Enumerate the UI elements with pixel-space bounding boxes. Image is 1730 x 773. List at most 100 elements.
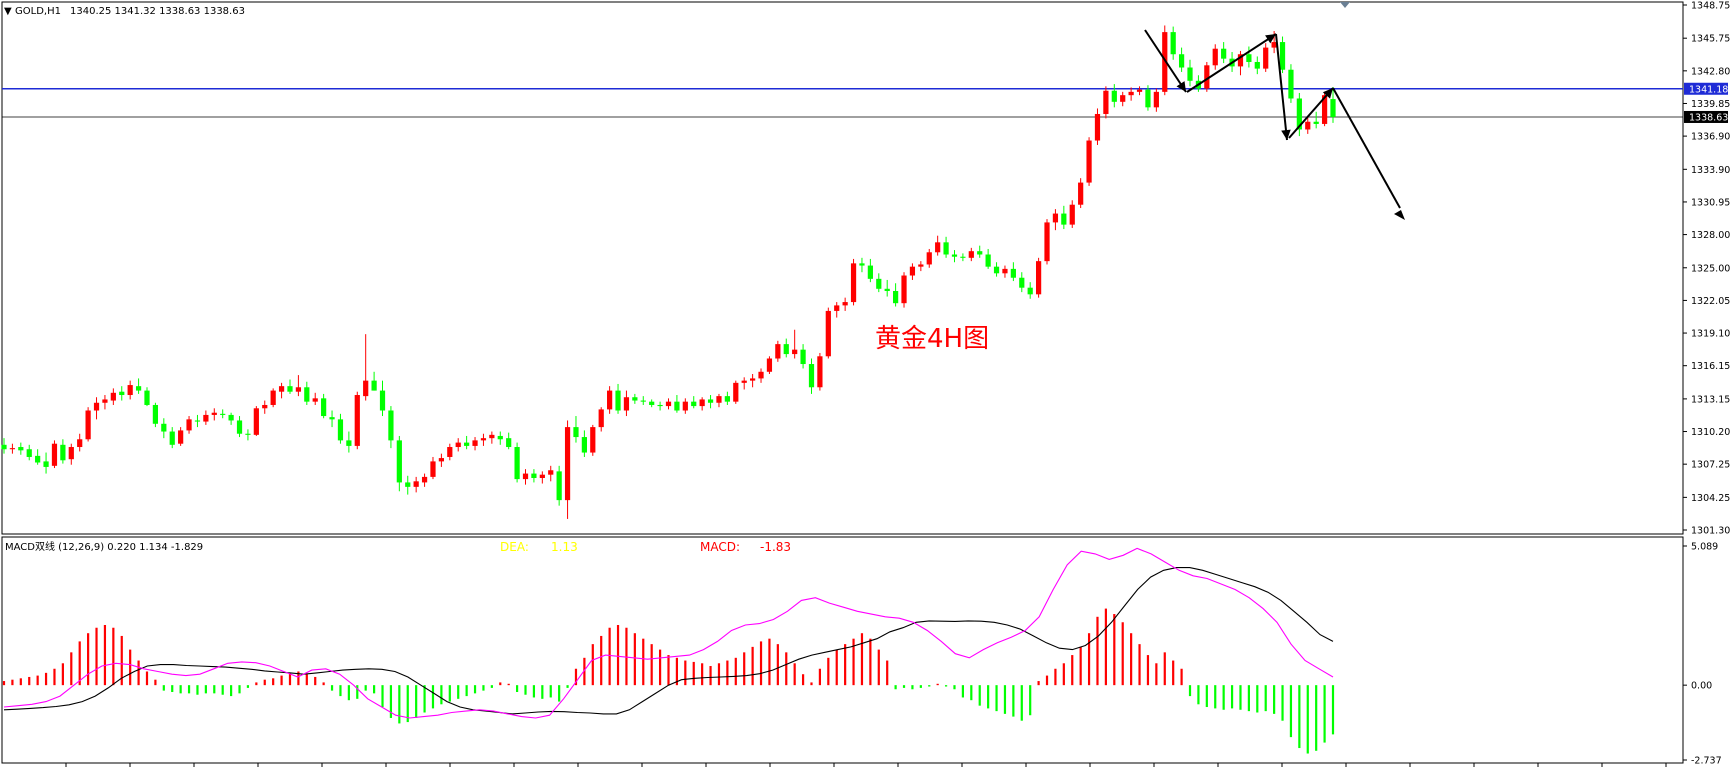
macd-histogram-bar bbox=[1029, 685, 1032, 716]
candle-body bbox=[1279, 42, 1286, 70]
macd-histogram-bar bbox=[667, 655, 670, 686]
candle-body bbox=[506, 438, 512, 448]
annotation-arrow bbox=[1275, 33, 1288, 141]
candle-body bbox=[834, 305, 840, 311]
macd-histogram-bar bbox=[19, 678, 22, 686]
scroll-marker-icon bbox=[1340, 2, 1350, 8]
ohlc-readout: 1340.25 1341.32 1338.63 1338.63 bbox=[70, 6, 245, 17]
candle-body bbox=[295, 387, 302, 392]
macd-histogram-bar bbox=[869, 638, 872, 686]
macd-histogram-bar bbox=[1037, 681, 1040, 686]
macd-histogram-bar bbox=[1087, 633, 1091, 686]
candle-body bbox=[741, 380, 747, 383]
candle-body bbox=[464, 442, 470, 446]
macd-histogram-bar bbox=[1273, 685, 1276, 714]
candle-body bbox=[993, 266, 1000, 274]
macd-value: -1.83 bbox=[760, 540, 791, 554]
macd-histogram-bar bbox=[768, 638, 771, 686]
macd-histogram-bar bbox=[877, 649, 880, 686]
macd-histogram-bar bbox=[356, 685, 359, 699]
macd-histogram-bar bbox=[583, 657, 586, 686]
macd-histogram-bar bbox=[322, 682, 325, 686]
candle-body bbox=[1153, 91, 1159, 108]
macd-histogram-bar bbox=[978, 685, 981, 706]
candle-body bbox=[985, 254, 991, 267]
macd-histogram-bar bbox=[928, 685, 931, 687]
candle-body bbox=[615, 390, 621, 411]
candle-body bbox=[68, 447, 74, 460]
candle-body bbox=[699, 399, 705, 407]
candle-body bbox=[1296, 98, 1302, 130]
candle-body bbox=[119, 391, 125, 396]
candle-body bbox=[253, 408, 259, 435]
macd-histogram-bar bbox=[255, 682, 258, 686]
candle-body bbox=[127, 385, 133, 396]
macd-histogram-bar bbox=[818, 668, 822, 686]
macd-histogram-bar bbox=[793, 663, 796, 686]
candle-body bbox=[194, 420, 201, 422]
macd-histogram-bar bbox=[103, 624, 107, 686]
candle-body bbox=[842, 302, 848, 306]
macd-histogram-bar bbox=[1172, 660, 1175, 686]
macd-histogram-bar bbox=[600, 635, 603, 686]
dea-line bbox=[3, 567, 1334, 715]
candle-body bbox=[421, 476, 428, 483]
candle-body bbox=[724, 396, 730, 402]
macd-histogram-bar bbox=[1197, 685, 1200, 705]
candle-body bbox=[800, 349, 806, 365]
level-marker-label: 1341.18 bbox=[1689, 84, 1728, 95]
candle-body bbox=[1271, 42, 1277, 48]
symbol-label: GOLD,H1 bbox=[15, 6, 61, 17]
candle-body bbox=[951, 254, 958, 257]
price-tick-label: 1345.75 bbox=[1691, 34, 1730, 45]
candle-body bbox=[548, 470, 554, 475]
annotation-arrow-head bbox=[1265, 34, 1276, 44]
macd-histogram-bar bbox=[827, 657, 830, 686]
candle-body bbox=[1019, 277, 1025, 288]
candle-body bbox=[77, 439, 83, 448]
macd-histogram-bar bbox=[1264, 685, 1267, 712]
candle-body bbox=[1052, 213, 1059, 223]
candle-body bbox=[110, 392, 116, 401]
macd-histogram-bar bbox=[179, 685, 182, 694]
candle-body bbox=[472, 440, 478, 446]
macd-histogram-bar bbox=[961, 685, 964, 698]
macd-histogram-bar bbox=[852, 638, 855, 686]
macd-histogram-bar bbox=[230, 685, 233, 697]
candle-body bbox=[1094, 113, 1101, 141]
macd-histogram-bar bbox=[919, 685, 922, 688]
macd-histogram-bar bbox=[549, 685, 552, 698]
macd-histogram-bar bbox=[473, 685, 477, 694]
price-tick-label: 1330.95 bbox=[1691, 197, 1730, 208]
macd-histogram-bar bbox=[1054, 668, 1057, 686]
macd-histogram-bar bbox=[911, 685, 914, 690]
candle-body bbox=[867, 265, 873, 279]
candle-body bbox=[691, 401, 697, 407]
candle-body bbox=[413, 481, 419, 487]
candle-body bbox=[1288, 69, 1294, 99]
candle-body bbox=[245, 433, 251, 435]
macd-histogram-bar bbox=[524, 685, 527, 695]
macd-histogram-bar bbox=[844, 644, 847, 686]
macd-histogram-bar bbox=[1163, 652, 1166, 686]
macd-histogram-bar bbox=[776, 644, 779, 686]
price-tick-label: 1322.05 bbox=[1691, 296, 1730, 307]
macd-histogram-bar bbox=[78, 641, 81, 686]
price-tick-label: 1307.25 bbox=[1691, 460, 1730, 471]
macd-histogram-bar bbox=[1323, 685, 1326, 743]
candle-body bbox=[1263, 47, 1269, 69]
macd-histogram-bar bbox=[532, 685, 536, 698]
macd-histogram-bar bbox=[936, 683, 939, 686]
macd-histogram-bar bbox=[1298, 685, 1301, 749]
macd-histogram-bar bbox=[717, 663, 721, 686]
macd-histogram-bar bbox=[171, 685, 174, 692]
macd-histogram-bar bbox=[330, 685, 334, 691]
macd-histogram-bar bbox=[431, 685, 435, 709]
price-tick-label: 1342.80 bbox=[1691, 66, 1730, 77]
macd-histogram-bar bbox=[1155, 663, 1158, 686]
candle-body bbox=[792, 349, 798, 355]
candle-body bbox=[186, 419, 192, 431]
candle-body bbox=[977, 251, 983, 255]
candle-body bbox=[716, 396, 722, 403]
candle-body bbox=[1321, 95, 1328, 124]
